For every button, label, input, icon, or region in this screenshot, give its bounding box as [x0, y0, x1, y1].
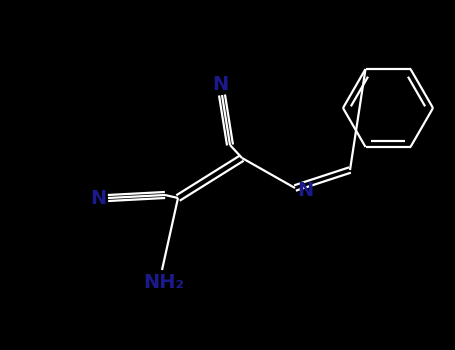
Text: NH₂: NH₂ [143, 273, 184, 292]
Text: N: N [212, 76, 228, 94]
Text: N: N [297, 182, 313, 201]
Text: N: N [90, 189, 106, 208]
